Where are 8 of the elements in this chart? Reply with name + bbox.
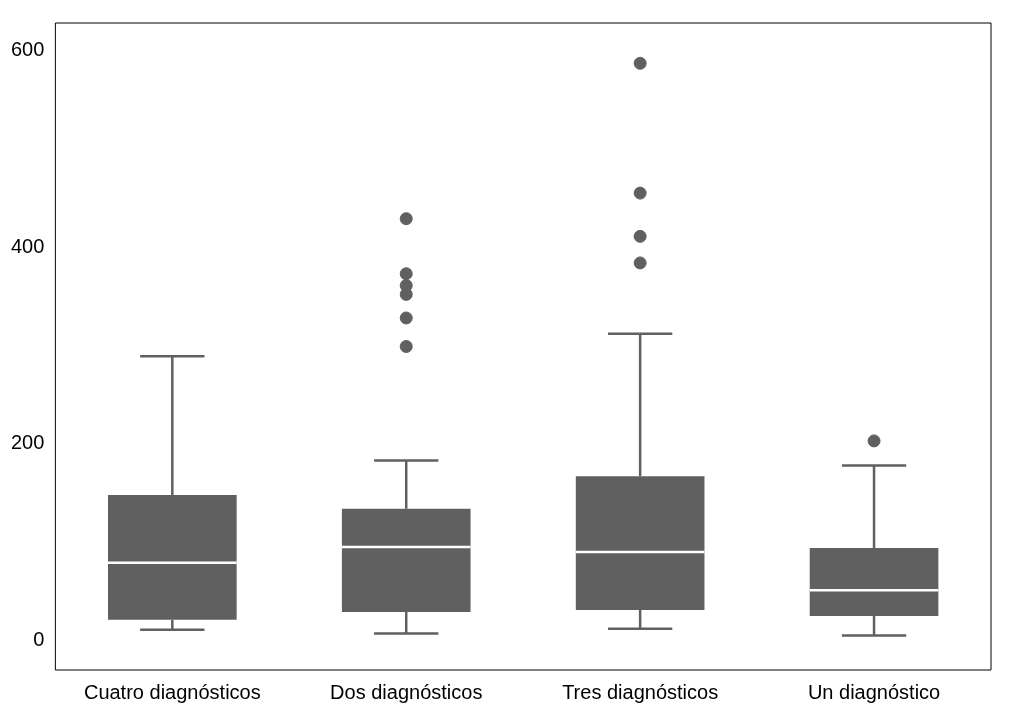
y-tick-label: 200 <box>10 431 45 454</box>
x-tick-label: Un diagnóstico <box>807 680 941 703</box>
y-tick-label: 400 <box>10 234 45 257</box>
x-tick-label: Dos diagnósticos <box>330 680 483 703</box>
x-tick-label: Tres diagnósticos <box>562 680 719 703</box>
y-tick-label: 0 <box>33 628 45 651</box>
x-tick-label: Cuatro diagnósticos <box>83 680 261 703</box>
y-tick-label: 600 <box>10 38 45 61</box>
